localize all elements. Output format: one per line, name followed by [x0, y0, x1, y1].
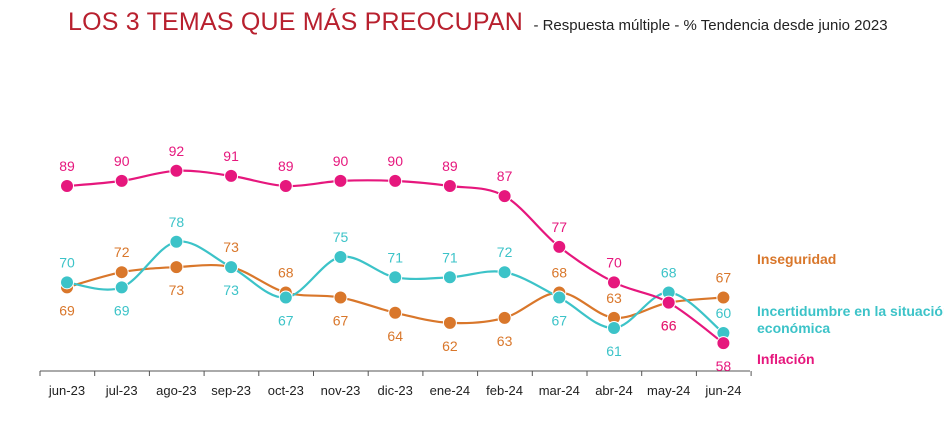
chart-title: LOS 3 TEMAS QUE MÁS PREOCUPAN — [68, 8, 523, 36]
data-label: 62 — [442, 338, 458, 354]
data-point — [442, 179, 457, 193]
data-label: 90 — [387, 153, 403, 169]
data-label: 70 — [59, 254, 75, 270]
data-label: 87 — [497, 168, 513, 184]
x-tick-label: oct-23 — [268, 383, 304, 398]
data-point — [497, 265, 512, 280]
data-point — [114, 265, 129, 280]
data-label: 67 — [552, 313, 568, 329]
data-label: 64 — [387, 328, 403, 344]
x-tick-label: ago-23 — [156, 383, 196, 398]
data-label: 58 — [716, 358, 732, 374]
legend-entry: Inseguridad — [757, 251, 836, 267]
data-label: 68 — [552, 264, 568, 280]
data-label: 71 — [442, 249, 458, 265]
data-point — [60, 179, 74, 193]
data-point — [661, 295, 676, 310]
legend-entry: Incertidumbre en la situación económica — [757, 303, 944, 336]
data-label: 91 — [223, 148, 239, 164]
data-point — [552, 239, 567, 254]
data-label: 69 — [114, 302, 130, 318]
data-label: 89 — [278, 158, 294, 174]
x-tick-label: ene-24 — [430, 383, 470, 398]
data-label: 89 — [59, 158, 75, 174]
data-label: 70 — [606, 254, 622, 270]
data-label: 63 — [497, 333, 513, 349]
data-point — [114, 173, 129, 188]
data-point — [552, 290, 567, 305]
x-tick-label: jun-23 — [48, 383, 85, 398]
data-label: 68 — [278, 264, 294, 280]
chart-title-row: LOS 3 TEMAS QUE MÁS PREOCUPAN - Respuest… — [68, 8, 888, 37]
data-label: 73 — [169, 282, 185, 298]
data-label: 68 — [661, 264, 677, 280]
data-label: 75 — [333, 229, 349, 245]
data-point — [497, 310, 512, 325]
data-point — [278, 290, 293, 305]
data-label: 63 — [606, 290, 622, 306]
data-point — [333, 290, 348, 305]
x-tick-label: jul-23 — [105, 383, 138, 398]
x-tick-label: sep-23 — [211, 383, 251, 398]
x-tick-label: abr-24 — [595, 383, 633, 398]
data-label: 67 — [716, 270, 732, 286]
data-label: 69 — [59, 302, 75, 318]
x-tick-label: mar-24 — [539, 383, 580, 398]
data-point — [60, 275, 74, 290]
data-point — [442, 270, 457, 285]
data-label: 71 — [387, 249, 403, 265]
data-point — [388, 270, 403, 285]
data-label: 72 — [497, 244, 513, 260]
data-point — [388, 173, 403, 188]
data-point — [278, 179, 293, 193]
data-label: 66 — [661, 318, 677, 334]
data-point — [333, 249, 348, 264]
x-tick-label: may-24 — [647, 383, 690, 398]
data-label: 72 — [114, 244, 130, 260]
data-point — [607, 275, 621, 290]
data-point — [716, 290, 731, 305]
data-point — [497, 189, 512, 204]
data-label: 66 — [661, 318, 677, 334]
data-point — [169, 163, 184, 178]
data-point — [607, 320, 621, 335]
data-label: 77 — [552, 219, 568, 235]
data-point — [169, 260, 184, 275]
data-label: 89 — [442, 158, 458, 174]
x-tick-label: nov-23 — [321, 383, 361, 398]
data-label: 73 — [223, 239, 239, 255]
data-point — [169, 234, 184, 249]
data-label: 67 — [333, 313, 349, 329]
data-point — [442, 315, 457, 330]
legend-entry: Inflación — [757, 351, 815, 367]
x-tick-label: jun-24 — [704, 383, 741, 398]
data-point — [114, 280, 129, 295]
data-label: 60 — [716, 305, 732, 321]
data-label: 67 — [278, 313, 294, 329]
data-label: 73 — [223, 282, 239, 298]
data-point — [224, 168, 239, 183]
data-point — [716, 336, 731, 351]
data-point — [333, 173, 348, 188]
data-label: 90 — [333, 153, 349, 169]
chart-subtitle: - Respuesta múltiple - % Tendencia desde… — [533, 17, 888, 34]
data-label: 61 — [606, 343, 622, 359]
data-label: 78 — [169, 214, 185, 230]
data-point — [224, 260, 239, 275]
data-label: 92 — [169, 143, 185, 159]
data-label: 90 — [114, 153, 130, 169]
x-tick-label: feb-24 — [486, 383, 523, 398]
x-tick-label: dic-23 — [377, 383, 412, 398]
data-point — [388, 305, 403, 320]
